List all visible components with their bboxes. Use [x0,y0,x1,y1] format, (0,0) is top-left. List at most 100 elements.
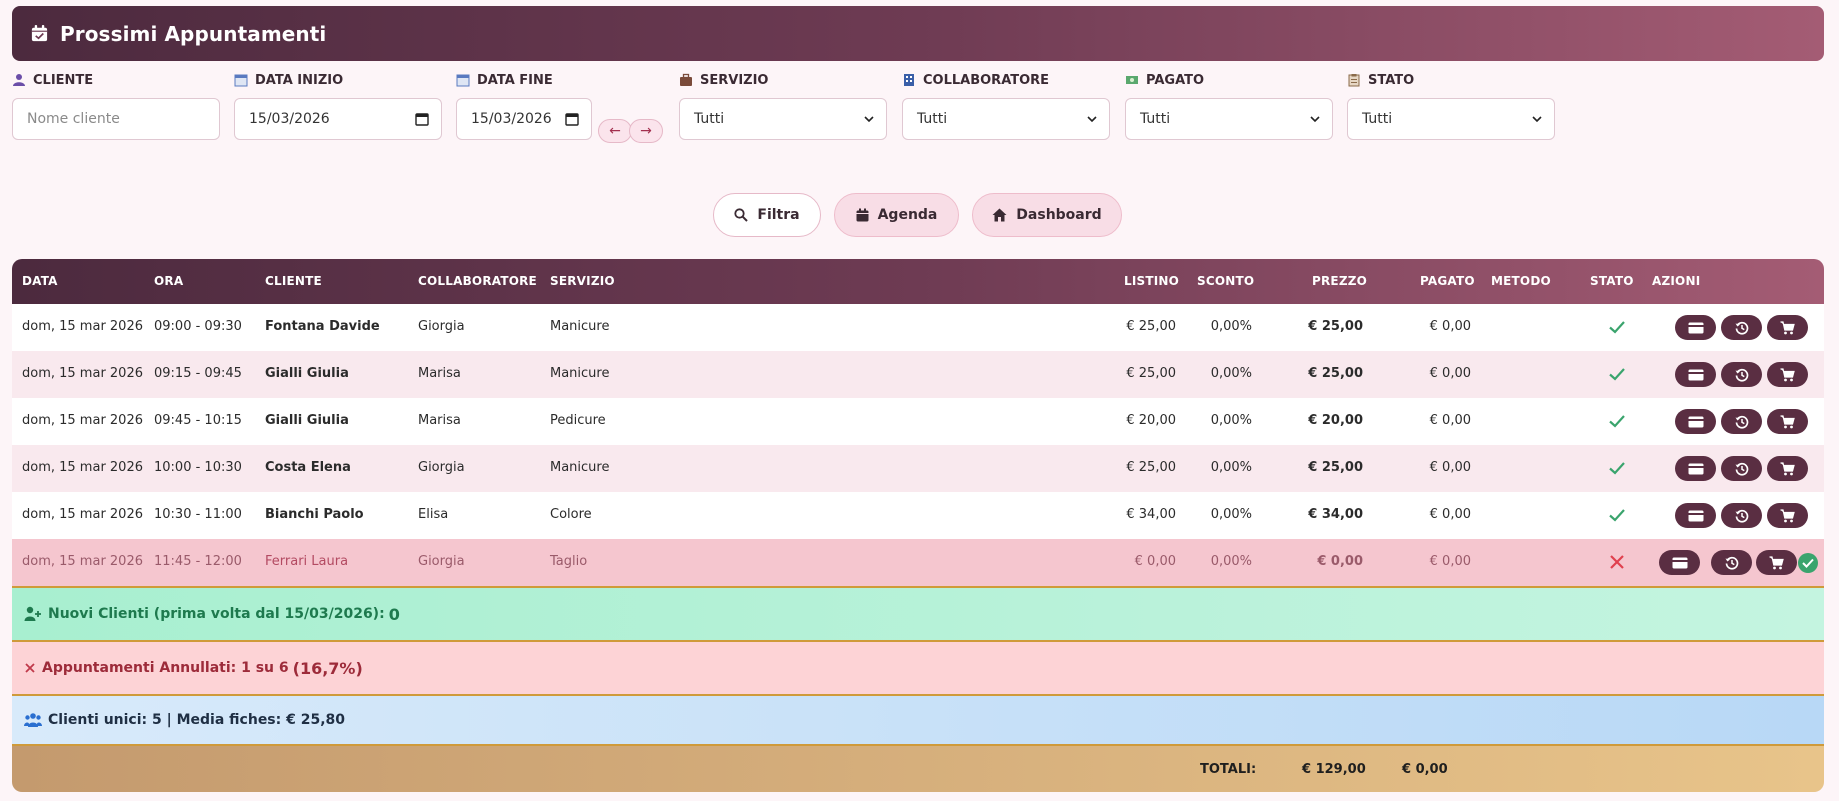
filtra-label: Filtra [757,207,800,223]
cart-button[interactable] [1767,362,1808,387]
cell-sconto: 0,00% [1210,460,1252,475]
credit-card-icon [1688,416,1703,427]
user-icon [13,74,25,86]
cell-cliente[interactable]: Gialli Giulia [265,413,349,428]
table-row[interactable]: dom, 15 mar 2026 10:30 - 11:00 Bianchi Pao… [12,492,1824,539]
cliente-search-input[interactable]: Nome cliente [12,98,220,140]
table-row[interactable]: dom, 15 mar 2026 09:00 - 09:30 Fontana Dav… [12,304,1824,351]
pay-button[interactable] [1659,550,1700,575]
collaboratore-value: Tutti [917,111,948,127]
pay-button[interactable] [1675,503,1716,528]
table-row[interactable]: dom, 15 mar 2026 09:45 - 10:15 Gialli Giul… [12,398,1824,445]
cell-cliente[interactable]: Bianchi Paolo [265,507,364,522]
date-picker-icon[interactable] [565,112,579,126]
col-prezzo[interactable]: PREZZO [1312,274,1368,288]
pay-button[interactable] [1675,362,1716,387]
servizio-select[interactable]: Tutti [679,98,887,140]
history-button[interactable] [1721,362,1762,387]
history-button[interactable] [1721,456,1762,481]
annullati-pct: (16,7%) [292,658,363,678]
cell-cliente[interactable]: Ferrari Laura [265,554,349,569]
col-sconto[interactable]: SCONTO [1197,274,1255,288]
cell-servizio: Pedicure [550,413,606,428]
filter-servizio-label: SERVIZIO [700,72,769,88]
data-inizio-value: 15/03/2026 [249,111,330,127]
cart-button[interactable] [1767,315,1808,340]
totali-row: TOTALI: € 129,00 € 0,00 [12,744,1824,792]
filtra-button[interactable]: Filtra [713,193,821,237]
pagato-select[interactable]: Tutti [1125,98,1333,140]
calendar-icon [234,74,248,87]
agenda-button[interactable]: Agenda [834,193,959,237]
cell-collaboratore: Marisa [418,366,461,381]
collaboratore-select[interactable]: Tutti [902,98,1110,140]
history-button[interactable] [1721,503,1762,528]
col-metodo[interactable]: METODO [1491,274,1551,288]
cell-prezzo: € 20,00 [1308,413,1363,428]
cancelled-x-icon [1610,555,1624,569]
table-row[interactable]: dom, 15 mar 2026 11:45 - 12:00 Ferrari Lau… [12,539,1824,586]
users-icon [24,713,42,727]
data-inizio-input[interactable]: 15/03/2026 [234,98,442,140]
data-fine-value: 15/03/2026 [471,111,552,127]
col-ora[interactable]: ORA [154,274,184,288]
col-listino[interactable]: LISTINO [1124,274,1180,288]
prev-day-button[interactable]: ← [598,119,632,143]
cell-listino: € 25,00 [1126,319,1176,334]
cell-sconto: 0,00% [1210,507,1252,522]
cell-ora: 09:00 - 09:30 [154,319,242,334]
cart-button[interactable] [1756,550,1797,575]
cell-prezzo: € 25,00 [1308,460,1363,475]
history-button[interactable] [1721,315,1762,340]
col-cliente[interactable]: CLIENTE [265,274,322,288]
clienti-unici-text: Clienti unici: 5 | Media fiches: € 25,80 [48,712,346,728]
credit-card-icon [1688,369,1703,380]
confirmed-check-icon [1609,509,1625,522]
col-data[interactable]: DATA [22,274,58,288]
dashboard-button[interactable]: Dashboard [972,193,1122,237]
pay-button[interactable] [1675,315,1716,340]
cell-ora: 10:30 - 11:00 [154,507,242,522]
cart-button[interactable] [1767,409,1808,434]
cell-pagato: € 0,00 [1429,554,1471,569]
cart-icon [1780,320,1795,334]
table-row[interactable]: dom, 15 mar 2026 09:15 - 09:45 Gialli Giul… [12,351,1824,398]
col-servizio[interactable]: SERVIZIO [550,274,615,288]
stato-select[interactable]: Tutti [1347,98,1555,140]
restore-check-button[interactable] [1798,553,1818,573]
history-icon [1735,462,1748,475]
cell-cliente[interactable]: Gialli Giulia [265,366,349,381]
home-icon [992,208,1007,222]
cell-prezzo: € 0,00 [1317,554,1363,569]
cart-icon [1780,508,1795,522]
cell-cliente[interactable]: Fontana Davide [265,319,380,334]
nuovi-clienti-label: Nuovi Clienti (prima volta dal 15/03/202… [48,606,385,622]
history-icon [1725,556,1738,569]
confirmed-check-icon [1609,462,1625,475]
history-button[interactable] [1711,550,1752,575]
next-day-button[interactable]: → [629,119,663,143]
data-fine-input[interactable]: 15/03/2026 [456,98,592,140]
cell-cliente[interactable]: Costa Elena [265,460,351,475]
filter-pagato-label: PAGATO [1146,72,1205,88]
table-row[interactable]: dom, 15 mar 2026 10:00 - 10:30 Costa Elena… [12,445,1824,492]
col-stato[interactable]: STATO [1590,274,1634,288]
confirmed-check-icon [1609,321,1625,334]
filter-stato-label: STATO [1368,72,1415,88]
pay-button[interactable] [1675,409,1716,434]
cell-collaboratore: Marisa [418,413,461,428]
history-button[interactable] [1721,409,1762,434]
cell-ora: 10:00 - 10:30 [154,460,242,475]
table-header: DATA ORA CLIENTE COLLABORATORE SERVIZIO … [12,259,1824,304]
totale-prezzo: € 129,00 [1302,762,1366,777]
pay-button[interactable] [1675,456,1716,481]
col-pagato[interactable]: PAGATO [1420,274,1475,288]
history-icon [1735,509,1748,522]
cart-button[interactable] [1767,503,1808,528]
col-collaboratore[interactable]: COLLABORATORE [418,274,537,288]
date-picker-icon[interactable] [415,112,429,126]
cart-button[interactable] [1767,456,1808,481]
filter-data-fine: DATA FINE 15/03/2026 [456,71,592,140]
nuovi-clienti-summary: Nuovi Clienti (prima volta dal 15/03/202… [12,586,1824,640]
cell-listino: € 34,00 [1126,507,1176,522]
